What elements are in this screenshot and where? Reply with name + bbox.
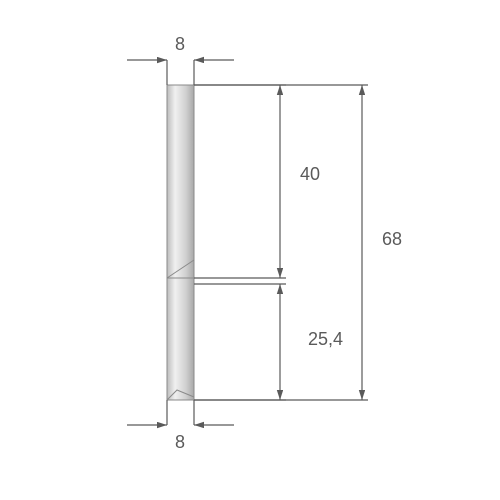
dim-overall-length: 68 [194,85,402,400]
dim-shank-length-value: 40 [300,164,320,184]
dim-shank-diameter-value: 8 [175,34,185,54]
dim-cutter-diameter-value: 8 [175,432,185,452]
dim-cutter-length: 25,4 [194,284,343,400]
dim-cutter-length-value: 25,4 [308,329,343,349]
dim-cutter-diameter: 8 [127,400,234,452]
dim-overall-length-value: 68 [382,229,402,249]
dim-shank-diameter: 8 [127,34,234,85]
router-bit-body [167,85,194,400]
dim-shank-length: 40 [194,85,320,278]
